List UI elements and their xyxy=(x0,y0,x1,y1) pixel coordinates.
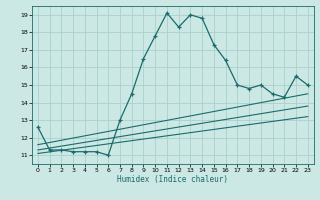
X-axis label: Humidex (Indice chaleur): Humidex (Indice chaleur) xyxy=(117,175,228,184)
